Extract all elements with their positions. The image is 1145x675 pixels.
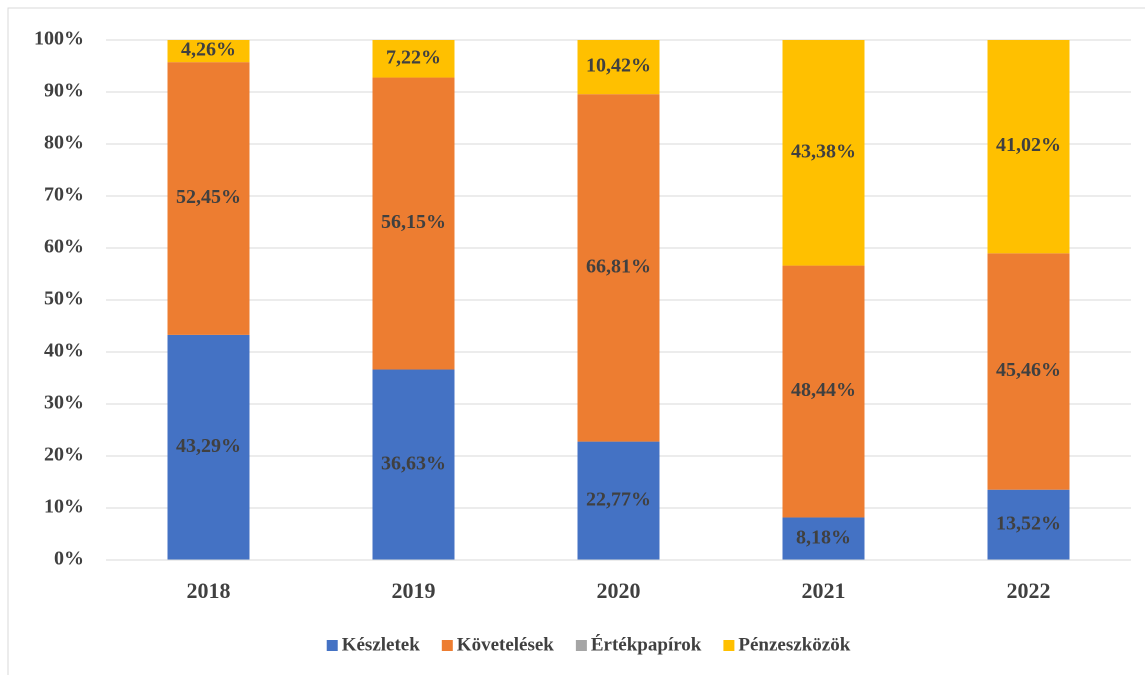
legend-swatch xyxy=(723,640,735,651)
bar-segment xyxy=(167,62,250,335)
data-label: 52,45% xyxy=(176,186,241,208)
data-label: 66,81% xyxy=(586,255,651,277)
bar-segment xyxy=(372,40,455,78)
legend-label: Pénzeszközök xyxy=(738,634,850,655)
legend-label: Értékpapírok xyxy=(591,633,702,655)
data-label: 41,02% xyxy=(996,134,1061,156)
y-tick-label: 60% xyxy=(44,236,84,258)
y-tick-label: 30% xyxy=(44,392,84,414)
x-tick-label: 2019 xyxy=(392,578,436,603)
data-label: 48,44% xyxy=(791,379,856,401)
x-tick-label: 2021 xyxy=(802,578,846,603)
bar-segment xyxy=(372,77,455,370)
legend-swatch xyxy=(575,640,587,651)
bar-segment xyxy=(577,40,660,95)
legend-label: Követelések xyxy=(457,634,555,655)
bar-segment xyxy=(167,334,250,560)
bar-segment xyxy=(577,441,660,560)
data-label: 22,77% xyxy=(586,488,651,510)
bar-segment xyxy=(987,253,1070,490)
x-tick-label: 2020 xyxy=(597,578,641,603)
legend-swatch xyxy=(441,640,453,651)
x-tick-label: 2018 xyxy=(187,578,231,603)
bar-segment xyxy=(167,40,250,63)
bar-segment xyxy=(987,489,1070,560)
data-label: 8,18% xyxy=(796,526,851,548)
bar-segment xyxy=(782,517,865,560)
data-label: 43,29% xyxy=(176,435,241,457)
data-label: 4,26% xyxy=(181,39,236,61)
y-tick-label: 70% xyxy=(44,184,84,206)
legend-label: Készletek xyxy=(342,634,421,655)
data-label: 10,42% xyxy=(586,55,651,77)
y-tick-label: 40% xyxy=(44,340,84,362)
x-tick-label: 2022 xyxy=(1007,578,1051,603)
y-tick-label: 90% xyxy=(44,80,84,102)
y-tick-label: 10% xyxy=(44,496,84,518)
y-tick-label: 100% xyxy=(34,28,84,50)
bar-segment xyxy=(782,40,865,266)
data-label: 36,63% xyxy=(381,452,446,474)
data-label: 13,52% xyxy=(996,512,1061,534)
bar-segment xyxy=(987,40,1070,254)
legend-swatch xyxy=(326,640,338,651)
y-tick-label: 20% xyxy=(44,444,84,466)
data-label: 7,22% xyxy=(386,46,441,68)
y-tick-label: 0% xyxy=(54,548,84,570)
data-label: 43,38% xyxy=(791,140,856,162)
chart-frame xyxy=(7,7,1145,675)
bar-segment xyxy=(372,369,455,560)
y-tick-label: 50% xyxy=(44,288,84,310)
bar-segment xyxy=(577,94,660,442)
bar-segment xyxy=(782,265,865,518)
data-label: 56,15% xyxy=(381,211,446,233)
data-label: 45,46% xyxy=(996,359,1061,381)
y-tick-label: 80% xyxy=(44,132,84,154)
